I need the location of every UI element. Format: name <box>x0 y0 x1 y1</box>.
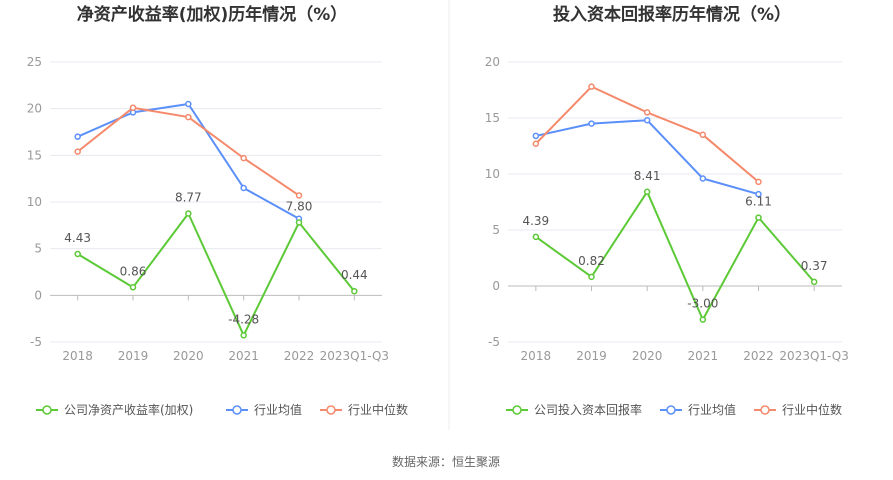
company-series-line <box>535 190 815 321</box>
median-data-point <box>755 178 762 186</box>
roic-chart-panel: 投入资本回报率历年情况（%） -5 0 5 10 15 20 2018 2019 2020 2021… <box>485 4 849 417</box>
data-label: 0.82 <box>578 254 605 268</box>
data-label: 0.37 <box>801 259 828 273</box>
company-data-point <box>240 332 247 339</box>
x-tick-label: 2021 <box>688 349 719 363</box>
median-data-point <box>699 131 707 139</box>
data-label: 8.77 <box>175 190 202 204</box>
data-label: 4.43 <box>64 231 91 245</box>
legend-swatch-marker <box>326 405 336 415</box>
y-tick-label: 20 <box>485 55 500 69</box>
data-label: -3.00 <box>687 297 718 311</box>
average-series-line <box>535 119 759 196</box>
average-data-point <box>755 190 762 198</box>
legend-swatch-marker <box>512 405 522 415</box>
x-tick-label: 2020 <box>632 349 663 363</box>
average-data-point <box>240 184 247 192</box>
y-tick-label: -5 <box>30 335 42 349</box>
legend-label: 公司投入资本回报率 <box>534 402 642 417</box>
median-data-point <box>588 83 595 90</box>
y-tick-label: 5 <box>34 242 42 256</box>
x-tick-label: 2018 <box>521 349 552 363</box>
x-tick-label: 2022 <box>743 349 774 363</box>
median-series-line <box>535 85 760 183</box>
median-data-point <box>532 140 540 148</box>
y-tick-label: 15 <box>485 111 500 125</box>
y-tick-label: 5 <box>492 223 500 237</box>
data-source-note: 数据来源：恒生聚源 <box>392 454 500 469</box>
average-data-point <box>74 133 81 140</box>
median-data-point <box>185 113 192 121</box>
chart-title: 净资产收益率(加权)历年情况（%） <box>77 4 348 25</box>
median-data-point <box>295 192 303 199</box>
company-data-point <box>129 284 137 291</box>
legend-swatch-marker <box>232 405 242 415</box>
average-data-point <box>532 132 540 140</box>
data-label: 0.86 <box>120 264 147 278</box>
data-label: 6.11 <box>745 195 772 209</box>
y-tick-label: 10 <box>485 167 500 181</box>
median-data-point <box>74 148 81 155</box>
company-data-point <box>351 287 358 295</box>
data-label: -4.28 <box>228 312 259 326</box>
x-tick-label: 2022 <box>284 349 315 363</box>
x-tick-label: 2019 <box>118 349 149 363</box>
y-tick-label: 0 <box>492 279 500 293</box>
x-tick-label: 2023Q1-Q3 <box>779 349 848 363</box>
average-data-point <box>643 116 651 124</box>
roe-chart-panel: 净资产收益率(加权)历年情况（%） -5 0 5 10 15 20 25 2018 2019 202… <box>27 4 408 417</box>
company-series-line <box>77 212 356 337</box>
average-data-point <box>588 120 595 127</box>
median-data-point <box>240 154 247 162</box>
median-data-point <box>129 104 137 111</box>
x-tick-label: 2018 <box>62 349 93 363</box>
legend-label: 公司净资产收益率(加权) <box>64 402 193 417</box>
legend-label: 行业均值 <box>688 402 736 417</box>
x-tick-label: 2019 <box>576 349 607 363</box>
company-data-point <box>185 210 192 217</box>
company-data-point <box>699 316 707 323</box>
data-label: 8.41 <box>634 169 661 183</box>
company-data-point <box>532 233 540 241</box>
data-label: 0.44 <box>341 268 368 282</box>
x-tick-label: 2020 <box>173 349 204 363</box>
legend-swatch-marker <box>42 405 52 415</box>
legend-swatch-marker <box>666 405 676 415</box>
average-data-point <box>185 100 192 108</box>
legend-label: 行业均值 <box>254 402 302 417</box>
company-data-point <box>74 250 81 258</box>
y-tick-label: 15 <box>27 148 42 162</box>
chart-title: 投入资本回报率历年情况（%） <box>553 4 791 25</box>
company-data-point <box>755 214 762 221</box>
average-data-point <box>699 175 707 182</box>
y-tick-label: -5 <box>488 335 500 349</box>
legend-label: 行业中位数 <box>782 402 842 417</box>
data-label: 4.39 <box>522 214 549 228</box>
y-tick-label: 10 <box>27 195 42 209</box>
y-tick-label: 25 <box>27 55 42 69</box>
legend-swatch-marker <box>760 405 770 415</box>
x-tick-label: 2023Q1-Q3 <box>320 349 389 363</box>
company-data-point <box>643 188 651 196</box>
company-data-point <box>810 278 818 286</box>
legend-label: 行业中位数 <box>348 402 408 417</box>
x-tick-label: 2021 <box>228 349 259 363</box>
data-label: 7.80 <box>286 200 313 214</box>
median-series-line <box>77 106 300 197</box>
company-data-point <box>295 219 303 226</box>
median-data-point <box>643 109 651 116</box>
company-data-point <box>588 273 595 281</box>
y-tick-label: 20 <box>27 102 42 116</box>
y-tick-label: 0 <box>34 288 42 302</box>
